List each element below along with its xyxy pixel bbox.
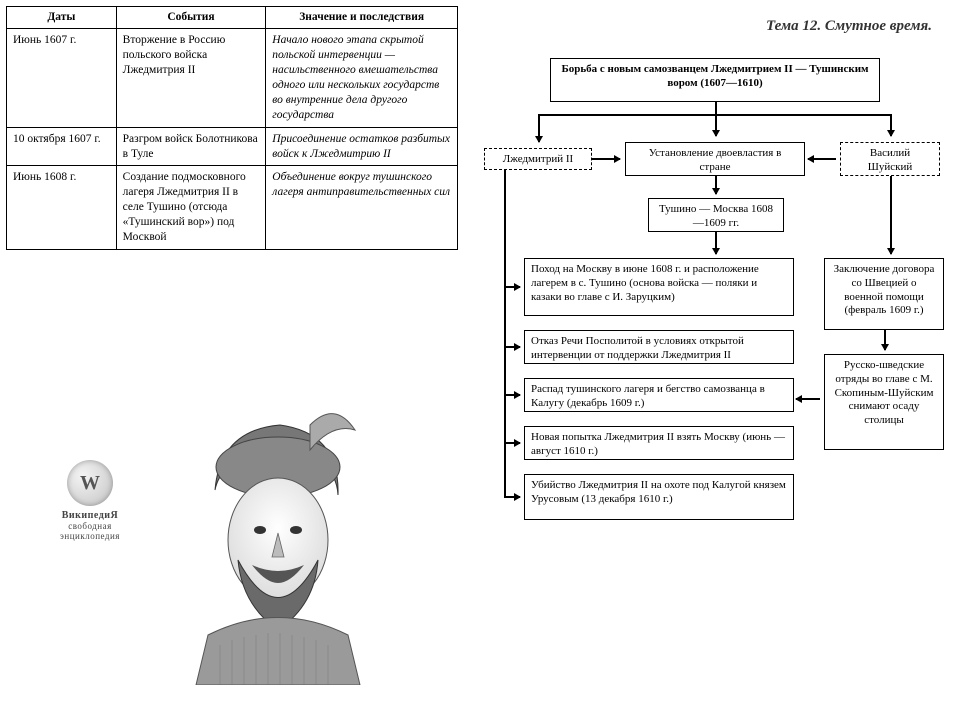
wikipedia-logo: ВикипедиЯ свободная энциклопедия xyxy=(50,460,130,541)
arrow xyxy=(884,330,886,350)
connector xyxy=(715,102,717,114)
arrow xyxy=(504,286,520,288)
arrow xyxy=(504,394,520,396)
arrow xyxy=(715,114,717,136)
table-row: 10 октября 1607 г. Разгром войск Болотни… xyxy=(7,127,458,166)
arrow xyxy=(715,232,717,254)
flow-event-1: Поход на Москву в июне 1608 г. и располо… xyxy=(524,258,794,316)
flow-node-lzhedmitry: Лжедмитрий II xyxy=(484,148,592,170)
arrow xyxy=(890,114,892,136)
cell-date: Июнь 1608 г. xyxy=(7,166,117,250)
arrow xyxy=(538,114,540,142)
cell-impact: Присоединение остатков разбитых войск к … xyxy=(266,127,458,166)
flow-event-5: Убийство Лжедмитрия II на охоте под Калу… xyxy=(524,474,794,520)
arrow xyxy=(504,442,520,444)
col-impact: Значение и последствия xyxy=(266,7,458,29)
flow-node-dvoevlastie: Установление двоевластия в стране xyxy=(625,142,805,176)
flow-node-tushino-moscow: Тушино — Москва 1608—1609 гг. xyxy=(648,198,784,232)
table-row: Июнь 1608 г. Создание подмосковного лаге… xyxy=(7,166,458,250)
arrow xyxy=(715,176,717,194)
arrow xyxy=(796,398,820,400)
cell-event: Создание подмосковного лагеря Лжедмитрия… xyxy=(116,166,266,250)
cell-date: Июнь 1607 г. xyxy=(7,28,117,127)
flow-event-4: Новая попытка Лжедмитрия II взять Москву… xyxy=(524,426,794,460)
col-events: События xyxy=(116,7,266,29)
arrow xyxy=(890,176,892,254)
flow-node-skopin: Русско-шведские отряды во главе с М. Ско… xyxy=(824,354,944,450)
arrow xyxy=(504,496,520,498)
cell-event: Вторжение в Россию польского войска Лжед… xyxy=(116,28,266,127)
col-dates: Даты xyxy=(7,7,117,29)
table-row: Июнь 1607 г. Вторжение в Россию польског… xyxy=(7,28,458,127)
wikipedia-label: ВикипедиЯ свободная энциклопедия xyxy=(50,510,130,541)
portrait-illustration xyxy=(160,395,390,685)
flowchart: Борьба с новым самозванцем Лжедмитрием I… xyxy=(480,58,950,698)
arrow xyxy=(808,158,836,160)
flow-node-sweden-treaty: Заключение договора со Швецией о военной… xyxy=(824,258,944,330)
page-title: Тема 12. Смутное время. xyxy=(766,18,932,35)
cell-event: Разгром войск Болотникова в Туле xyxy=(116,127,266,166)
arrow xyxy=(592,158,620,160)
history-table: Даты События Значение и последствия Июнь… xyxy=(6,6,458,250)
wikipedia-wordmark: ВикипедиЯ xyxy=(50,510,130,521)
portrait-icon xyxy=(160,395,390,685)
wikipedia-globe-icon xyxy=(67,460,113,506)
connector xyxy=(504,170,506,498)
flow-node-shuisky: Василий Шуйский xyxy=(840,142,940,176)
cell-date: 10 октября 1607 г. xyxy=(7,127,117,166)
flow-title: Борьба с новым самозванцем Лжедмитрием I… xyxy=(550,58,880,102)
cell-impact: Объединение вокруг тушинского лагеря ант… xyxy=(266,166,458,250)
cell-impact: Начало нового этапа скрытой польской инт… xyxy=(266,28,458,127)
flow-event-2: Отказ Речи Посполитой в условиях открыто… xyxy=(524,330,794,364)
wikipedia-subtitle: свободная энциклопедия xyxy=(60,521,120,541)
flow-event-3: Распад тушинского лагеря и бегство самоз… xyxy=(524,378,794,412)
arrow xyxy=(504,346,520,348)
connector xyxy=(538,114,890,116)
table-header-row: Даты События Значение и последствия xyxy=(7,7,458,29)
